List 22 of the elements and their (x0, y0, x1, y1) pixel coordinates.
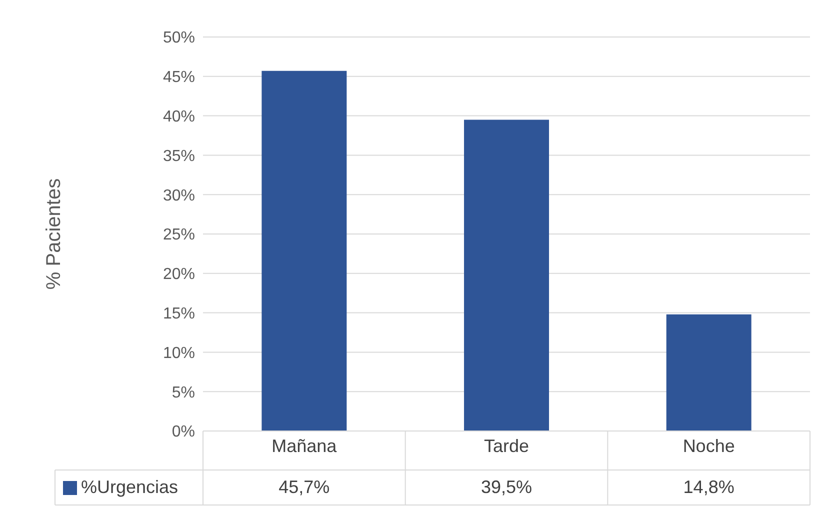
y-tick-label: 50% (162, 30, 195, 47)
y-tick-label: 30% (162, 187, 195, 204)
legend-label: %Urgencias (81, 477, 178, 498)
y-tick-label: 40% (162, 108, 195, 126)
y-tick-label: 35% (162, 148, 195, 165)
bar (262, 70, 347, 431)
y-tick-label: 15% (162, 305, 195, 322)
bar (666, 314, 752, 431)
bar (464, 120, 550, 431)
y-tick-label: 0% (172, 424, 195, 441)
y-tick-label: 45% (162, 69, 195, 86)
data-label: 45,7% (278, 476, 331, 499)
y-tick-label: 5% (172, 384, 195, 402)
data-label: 39,5% (480, 476, 534, 499)
y-tick-label: 25% (162, 226, 195, 244)
x-tick-label: Noche (682, 436, 735, 456)
y-tick-label: 10% (162, 344, 195, 362)
data-label: 14,8% (682, 476, 736, 499)
x-tick-label: Tarde (484, 436, 530, 456)
x-tick-label: Mañana (272, 436, 338, 456)
y-tick-label: 20% (162, 266, 195, 284)
y-axis-title: % Pacientes (43, 178, 66, 290)
